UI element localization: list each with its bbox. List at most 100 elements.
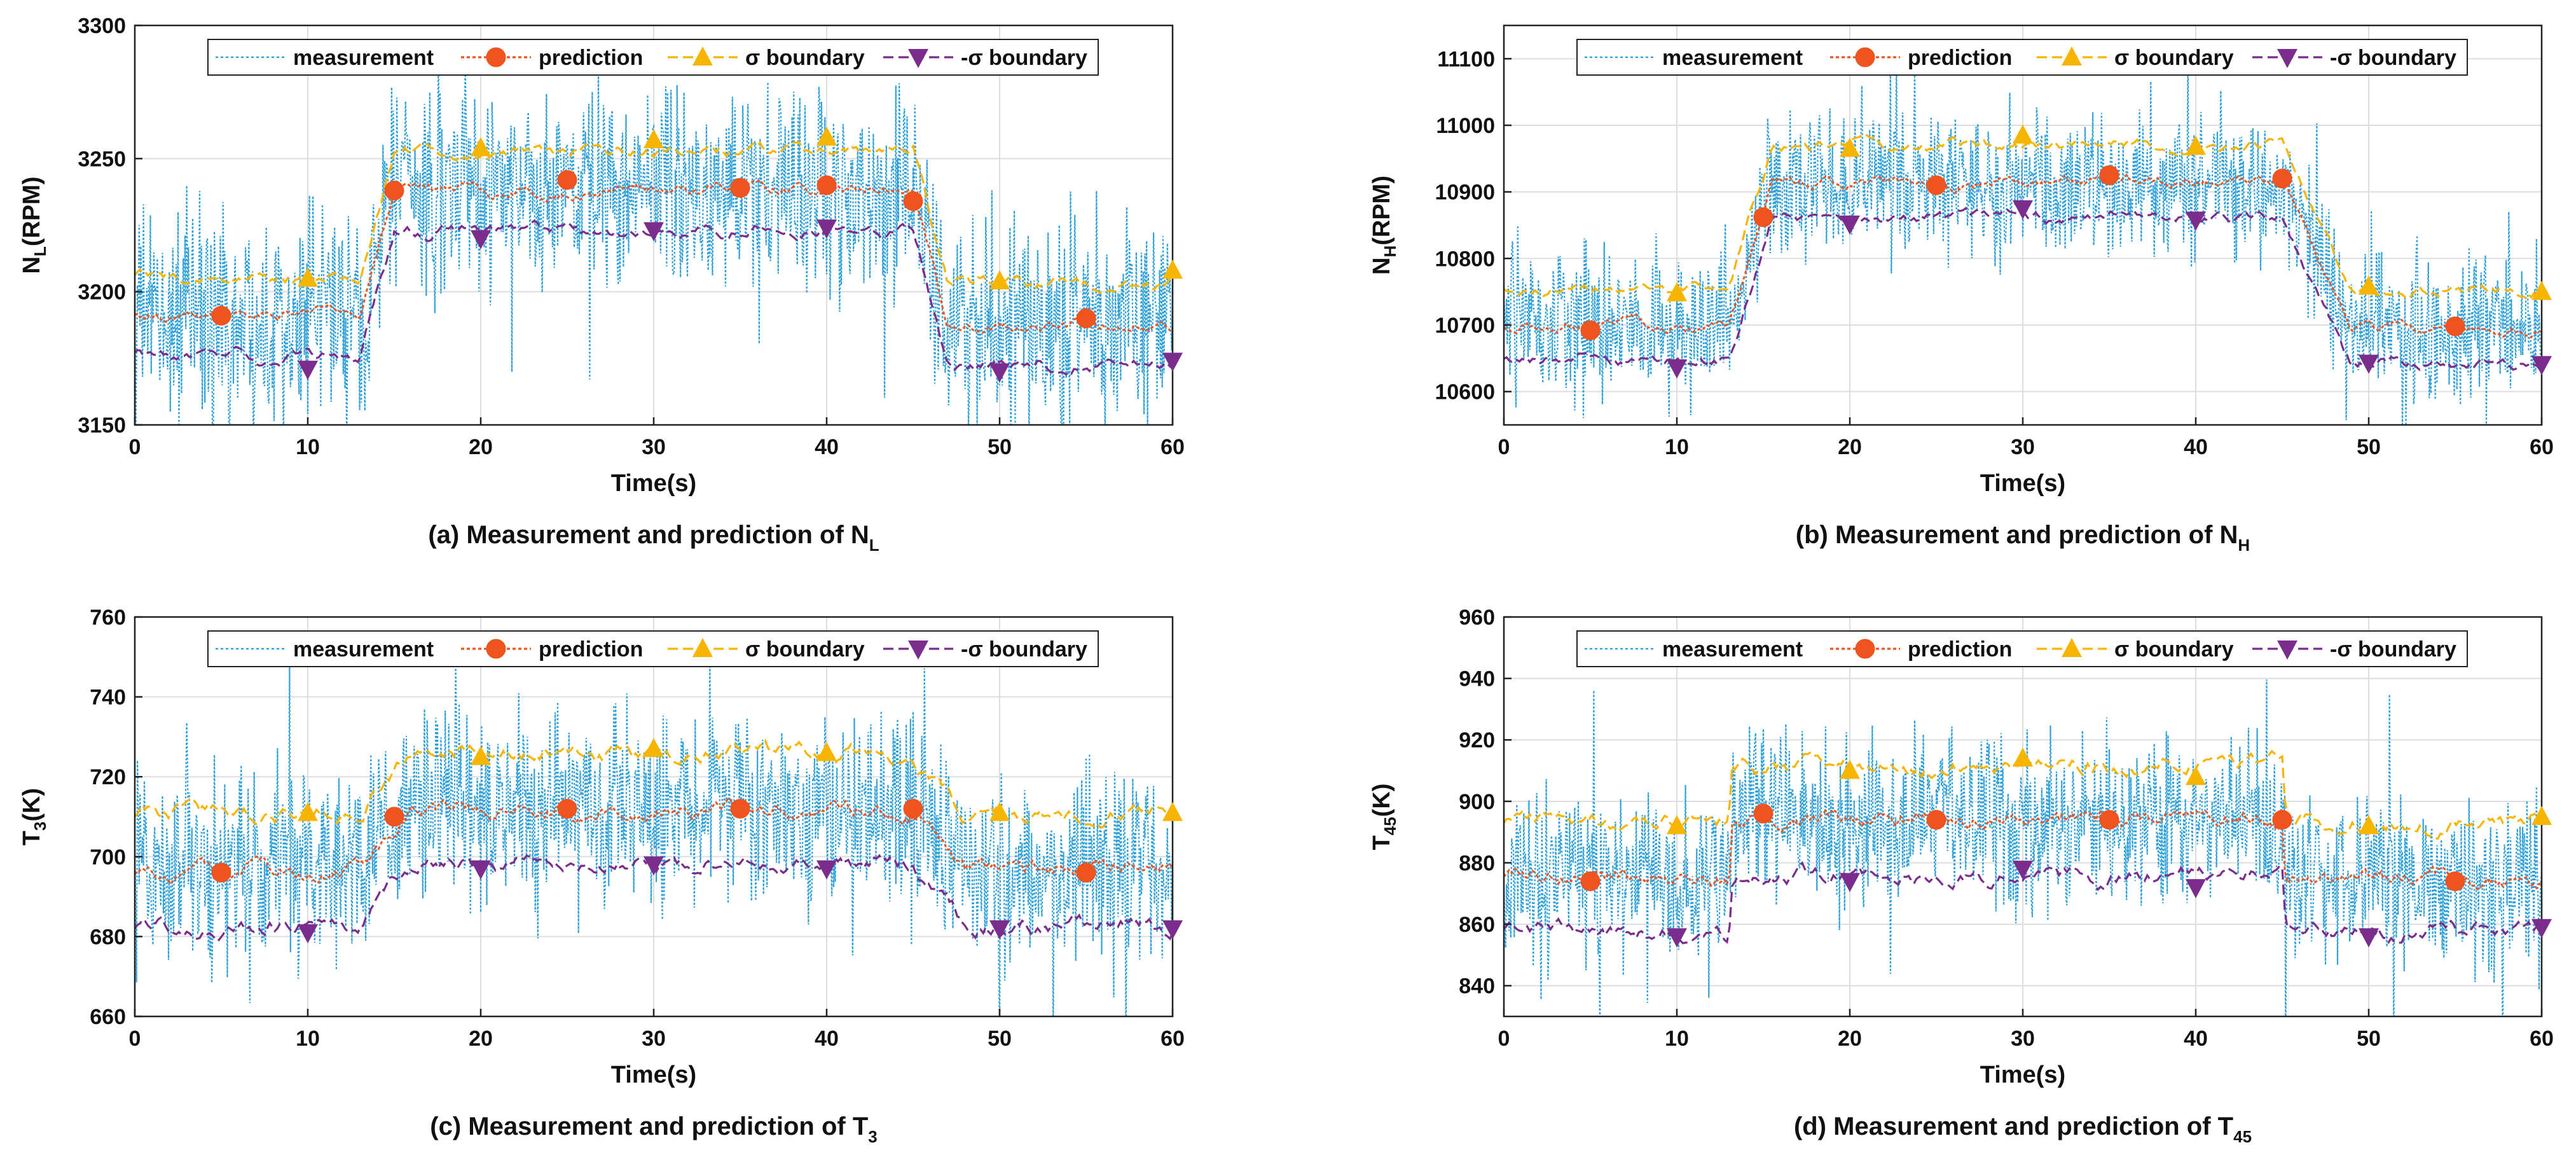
x-tick-label: 0	[129, 435, 141, 459]
series-measurement-line	[1504, 679, 2542, 1016]
series-prediction-line	[1504, 173, 2542, 339]
series-prediction-line	[135, 179, 1173, 334]
legend-prediction: prediction	[1830, 46, 2012, 70]
legend-measurement: measurement	[1585, 637, 1803, 662]
sigma-plus-marker	[989, 801, 1010, 821]
series-prediction-line	[135, 796, 1173, 886]
y-tick-label: 10900	[1435, 181, 1495, 205]
legend-marker	[1855, 639, 1875, 659]
legend-label: σ boundary	[2114, 637, 2234, 662]
x-tick-label: 50	[2357, 1027, 2381, 1051]
panel-d-ticks: 0 10 20 30 40 50 60 840 860 880 900 920 940 960	[1459, 606, 2554, 1051]
legend-label: -σ boundary	[961, 46, 1087, 70]
legend-sigma-minus: -σ boundary	[883, 637, 1087, 662]
sigma-plus-marker	[2359, 815, 2379, 835]
sigma-plus-marker	[816, 742, 837, 761]
y-tick-label: 960	[1459, 606, 1495, 630]
prediction-marker	[1753, 803, 1774, 824]
sigma-plus-marker	[644, 129, 664, 149]
x-tick-label: 50	[2357, 435, 2381, 459]
legend-marker	[692, 46, 713, 66]
panel-d-legend: measurement prediction σ boundary -σ bounda…	[1576, 630, 2468, 667]
sigma-minus-marker	[1667, 928, 1687, 948]
sigma-plus-marker	[2531, 806, 2552, 825]
prediction-marker	[384, 181, 404, 201]
x-tick-label: 40	[2184, 435, 2208, 459]
legend-label: -σ boundary	[961, 637, 1087, 662]
prediction-marker	[211, 863, 231, 883]
x-tick-label: 30	[2011, 435, 2035, 459]
sigma-plus-marker	[2359, 275, 2379, 295]
sigma-plus-marker	[2531, 281, 2552, 300]
prediction-marker	[903, 191, 923, 211]
legend-sigma-minus: -σ boundary	[2252, 46, 2456, 70]
sigma-plus-marker	[1840, 137, 1860, 157]
legend-marker	[486, 639, 506, 659]
series-prediction-line	[1504, 808, 2542, 890]
sigma-minus-marker	[2013, 861, 2033, 880]
sigma-minus-marker	[2359, 928, 2379, 948]
legend-sigma-minus: -σ boundary	[883, 46, 1087, 70]
legend-label: measurement	[293, 637, 434, 662]
legend-marker	[2277, 641, 2297, 660]
x-tick-label: 40	[815, 435, 839, 459]
prediction-marker	[1580, 871, 1601, 891]
y-tick-label: 3300	[78, 14, 126, 38]
legend-sigma-plus: σ boundary	[668, 46, 865, 70]
panel-d-y-axis-label: T45(K)	[1368, 784, 1400, 850]
series-measurement-line	[135, 48, 1173, 425]
sigma-plus-marker	[2186, 766, 2206, 786]
sigma-plus-marker	[2186, 135, 2206, 155]
legend-marker	[908, 49, 928, 68]
y-tick-label: 940	[1459, 667, 1495, 691]
sigma-minus-marker	[2186, 211, 2206, 231]
y-tick-label: 720	[90, 765, 126, 789]
prediction-marker	[2272, 169, 2292, 189]
x-tick-label: 10	[296, 1027, 320, 1051]
prediction-marker	[2272, 810, 2292, 830]
y-tick-label: 10600	[1435, 380, 1495, 405]
x-tick-label: 0	[1498, 435, 1510, 459]
y-tick-label: 860	[1459, 913, 1495, 937]
x-tick-label: 40	[2184, 1027, 2208, 1051]
sigma-plus-marker	[1162, 801, 1183, 821]
prediction-marker	[2099, 810, 2119, 830]
panel-d-grid	[1503, 616, 2542, 1016]
legend-label: prediction	[1908, 637, 2012, 662]
panel-a-y-axis-label: NL(RPM)	[18, 176, 50, 274]
prediction-marker	[1580, 320, 1601, 340]
sigma-plus-marker	[471, 745, 491, 765]
sigma-plus-marker	[644, 738, 664, 758]
sigma-minus-marker	[1840, 873, 1860, 892]
sigma-plus-marker	[816, 126, 837, 146]
legend-label: σ boundary	[745, 637, 865, 662]
panel-b-caption: (b) Measurement and prediction of NH	[1796, 521, 2250, 555]
sigma-minus-marker	[2013, 200, 2033, 219]
sigma-minus-marker	[471, 860, 491, 880]
sigma-plus-marker	[298, 267, 318, 287]
y-tick-label: 11100	[1437, 47, 1495, 71]
sigma-minus-marker	[989, 920, 1010, 939]
legend-marker	[1855, 47, 1875, 67]
panel-b-y-axis-label: NH(RPM)	[1368, 176, 1400, 275]
panel-a-ticks: 0 10 20 30 40 50 60 3150 3200 3250 3300	[78, 14, 1185, 459]
legend-sigma-plus: σ boundary	[2037, 637, 2234, 662]
legend-label: measurement	[1662, 46, 1803, 70]
prediction-marker	[384, 807, 404, 827]
x-tick-label: 20	[469, 1027, 493, 1051]
panel-a-legend: measurement prediction σ boundary -σ bounda…	[207, 39, 1099, 76]
panel-c-y-axis-label: T3(K)	[18, 788, 50, 845]
series-sigma-minus-line	[135, 219, 1173, 376]
legend-sigma-plus: σ boundary	[668, 637, 865, 662]
sigma-minus-marker	[1162, 352, 1183, 372]
sigma-minus-marker	[644, 222, 664, 242]
sigma-minus-marker	[2359, 354, 2379, 374]
sigma-minus-marker	[298, 924, 318, 944]
sigma-plus-marker	[2013, 747, 2033, 767]
series-sigma-plus-line	[1504, 132, 2542, 300]
legend-label: measurement	[293, 46, 434, 70]
panel-c-x-axis-label: Time(s)	[611, 1062, 696, 1088]
legend-marker	[2062, 638, 2082, 657]
panel-a: 0 10 20 30 40 50 60 3150 3200 3250 3300 measuremen…	[18, 14, 1185, 555]
legend-label: measurement	[1662, 637, 1803, 662]
